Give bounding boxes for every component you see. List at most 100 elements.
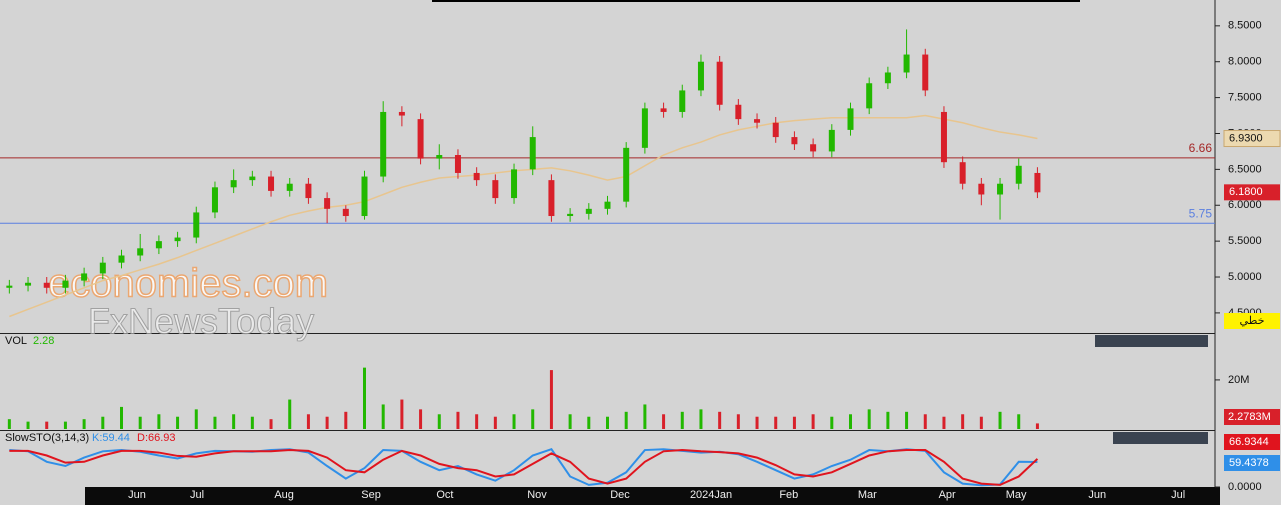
x-tick-label: 2024Jan [690,489,732,501]
candle-body [978,183,985,195]
volume-bar [606,416,609,429]
volume-bar [549,370,553,429]
candle-body [62,280,69,288]
x-tick-label: Jul [1171,489,1185,501]
volume-bar [400,399,404,429]
candle-body [641,108,648,148]
x-tick-label: Aug [274,489,294,501]
x-tick-label: Jun [1088,489,1106,501]
volume-bar [624,411,628,429]
volume-bar [325,416,329,429]
candle-body [25,282,32,286]
candle-body [230,180,237,188]
volume-bar [213,416,217,429]
candle-body [754,119,761,123]
y-tick-label: 7.5000 [1228,92,1262,104]
volume-bar [531,409,535,429]
watermark: FxNewsToday [88,301,314,342]
volume-bar [923,414,927,429]
candle-body [398,111,405,116]
x-tick-label: Mar [858,489,877,501]
volume-bar [662,414,666,429]
candle-body [697,61,704,91]
candle-body [660,108,667,112]
panel-title: SlowSTO(3,14,3) [5,432,89,444]
candle-body [268,176,275,191]
x-tick-label: Apr [939,489,956,501]
volume-bar [699,409,703,429]
volume-bar [363,367,366,429]
volume-bar [736,414,740,429]
volume-bar [381,404,385,429]
volume-bar [811,414,815,429]
panel-value: 2.28 [33,335,54,347]
last-price-box [1224,184,1280,201]
volume-bar [306,414,310,429]
volume-bar [718,411,722,429]
volume-bar [774,416,778,429]
candle-body [361,176,368,217]
candle-body [585,208,592,214]
candle-body [866,83,873,109]
volume-bar [176,416,180,429]
series-last-label: 66.9344 [1229,436,1269,448]
x-tick-label: Oct [436,489,453,501]
x-tick-label: Jun [128,489,146,501]
volume-bar [419,409,423,429]
candle-body [81,273,88,281]
candle-body [249,176,256,181]
candle-body [716,61,723,105]
volume-bar [587,416,591,429]
panel-toolbar[interactable] [1095,335,1208,347]
volume-bar [886,411,890,429]
volume-bar [830,416,834,429]
y-tick-label: 8.5000 [1228,20,1262,32]
style-label: خطي [1240,315,1265,327]
volume-bar [269,419,273,429]
moving-average [9,114,1038,318]
volume-bar [961,414,965,429]
volume-bar [63,421,67,429]
volume-bar [288,399,292,429]
volume-bar [849,414,852,429]
candle-body [211,187,218,213]
volume-bar [120,406,123,429]
y-tick-label: 20M [1228,374,1249,386]
volume-bar [194,409,198,429]
candle-body [1034,172,1041,193]
last-price-label: 6.1800 [1229,186,1263,198]
y-tick-label: 5.0000 [1228,271,1262,283]
candle-body [997,183,1004,195]
volume-bar [101,416,105,429]
volume-bar [26,421,30,429]
last-volume-box [1224,409,1280,425]
volume-bar [82,419,86,429]
ma-last-label: 6.9300 [1229,132,1263,144]
y-tick-label: 0.0000 [1228,481,1262,493]
volume-bar [475,414,479,429]
series-last-box [1224,434,1280,450]
candle-body [922,54,929,91]
candle-body [903,54,910,73]
volume-bar [512,414,516,429]
candle-body [511,169,518,199]
volume-bar [456,411,460,429]
panel-toolbar[interactable] [1113,432,1208,444]
candle-body [679,90,686,112]
candle-body [118,255,125,263]
stoch-line [9,448,1038,487]
volume-bar [232,414,236,429]
candle-body [940,111,947,163]
candle-body [99,262,106,274]
volume-bar [493,416,497,429]
candle-body [417,119,424,159]
candle-body [604,201,611,209]
watermark: economies.com [48,262,328,306]
candle-body [847,108,854,130]
volume-bar [905,411,909,429]
volume-bar [643,404,647,429]
volume-bar [344,411,348,429]
candle-body [43,282,50,288]
y-tick-label: 6.5000 [1228,163,1262,175]
